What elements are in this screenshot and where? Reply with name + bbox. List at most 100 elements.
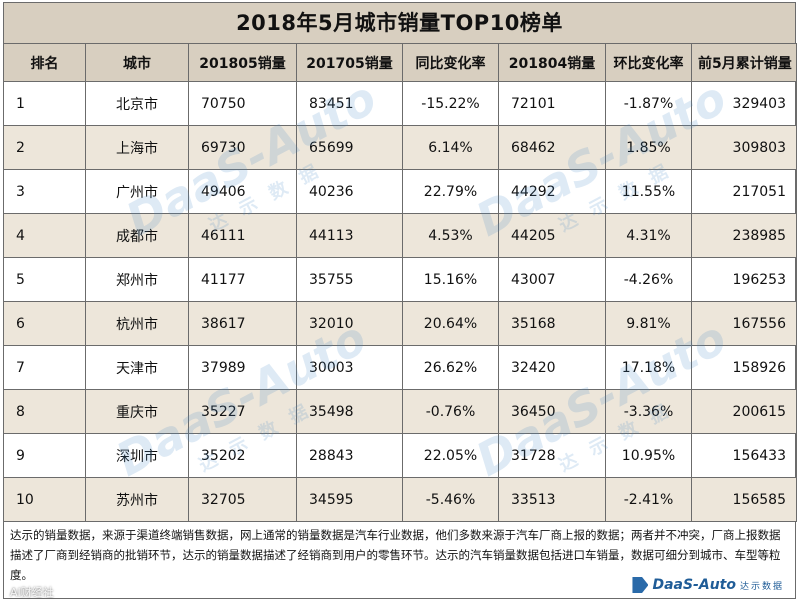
sales-table: 排名 城市 201805销量 201705销量 同比变化率 201804销量 环… xyxy=(3,43,797,522)
page-title: 2018年5月城市销量TOP10榜单 xyxy=(4,3,795,44)
rank-cell: 1 xyxy=(3,81,86,126)
sales-201705-cell: 34595 xyxy=(296,477,403,522)
sales-201705-cell: 65699 xyxy=(296,125,403,170)
city-cell: 苏州市 xyxy=(85,477,189,522)
rank-cell: 6 xyxy=(3,301,86,346)
column-header: 排名 xyxy=(3,43,86,82)
yoy-change-cell: 20.64% xyxy=(402,301,499,346)
yoy-change-cell: 22.05% xyxy=(402,433,499,478)
sales-201804-cell: 68462 xyxy=(498,125,606,170)
sales-201804-cell: 43007 xyxy=(498,257,606,302)
column-header: 201705销量 xyxy=(296,43,403,82)
rank-cell: 5 xyxy=(3,257,86,302)
brand-subtitle: 达示数据 xyxy=(739,581,784,592)
ytd-sales-cell: 238985 xyxy=(691,213,797,258)
mom-change-cell: 11.55% xyxy=(605,169,692,214)
table-row: 3 广州市 49406 40236 22.79% 44292 11.55% 217051 xyxy=(3,169,797,214)
ytd-sales-cell: 217051 xyxy=(691,169,797,214)
table-row: 2 上海市 69730 65699 6.14% 68462 1.85% 309803 xyxy=(3,125,797,170)
city-cell: 天津市 xyxy=(85,345,189,390)
sales-201804-cell: 44292 xyxy=(498,169,606,214)
table-row: 5 郑州市 41177 35755 15.16% 43007 -4.26% 196253 xyxy=(3,257,797,302)
rank-cell: 2 xyxy=(3,125,86,170)
mom-change-cell: 4.31% xyxy=(605,213,692,258)
table-header-row: 排名 城市 201805销量 201705销量 同比变化率 201804销量 环… xyxy=(3,43,797,82)
table-body: 1 北京市 70750 83451 -15.22% 72101 -1.87% 329403 2 上… xyxy=(3,81,797,522)
city-cell: 深圳市 xyxy=(85,433,189,478)
rank-cell: 10 xyxy=(3,477,86,522)
rank-cell: 4 xyxy=(3,213,86,258)
sales-201705-cell: 40236 xyxy=(296,169,403,214)
sales-201804-cell: 32420 xyxy=(498,345,606,390)
sales-201805-cell: 35202 xyxy=(188,433,297,478)
ytd-sales-cell: 156433 xyxy=(691,433,797,478)
sales-201805-cell: 69730 xyxy=(188,125,297,170)
yoy-change-cell: 4.53% xyxy=(402,213,499,258)
sales-201805-cell: 38617 xyxy=(188,301,297,346)
mom-change-cell: 10.95% xyxy=(605,433,692,478)
column-header: 前5月累计销量 xyxy=(691,43,797,82)
sales-201804-cell: 72101 xyxy=(498,81,606,126)
footnote-text: 达示的销量数据，来源于渠道终端销售数据，网上通常的销量数据是汽车行业数据，他们多… xyxy=(10,528,781,582)
sales-201804-cell: 36450 xyxy=(498,389,606,434)
table-row: 1 北京市 70750 83451 -15.22% 72101 -1.87% 329403 xyxy=(3,81,797,126)
sales-201705-cell: 28843 xyxy=(296,433,403,478)
city-cell: 成都市 xyxy=(85,213,189,258)
table-row: 4 成都市 46111 44113 4.53% 44205 4.31% 238985 xyxy=(3,213,797,258)
rank-cell: 9 xyxy=(3,433,86,478)
sales-201804-cell: 44205 xyxy=(498,213,606,258)
table-row: 10 苏州市 32705 34595 -5.46% 33513 -2.41% 156585 xyxy=(3,477,797,522)
mom-change-cell: -1.87% xyxy=(605,81,692,126)
rank-cell: 8 xyxy=(3,389,86,434)
ytd-sales-cell: 200615 xyxy=(691,389,797,434)
yoy-change-cell: 6.14% xyxy=(402,125,499,170)
yoy-change-cell: -15.22% xyxy=(402,81,499,126)
sales-201705-cell: 35755 xyxy=(296,257,403,302)
yoy-change-cell: -5.46% xyxy=(402,477,499,522)
mom-change-cell: -3.36% xyxy=(605,389,692,434)
yoy-change-cell: 26.62% xyxy=(402,345,499,390)
logo-icon xyxy=(632,577,649,593)
table-row: 6 杭州市 38617 32010 20.64% 35168 9.81% 167556 xyxy=(3,301,797,346)
sales-201805-cell: 37989 xyxy=(188,345,297,390)
rank-cell: 7 xyxy=(3,345,86,390)
mom-change-cell: 17.18% xyxy=(605,345,692,390)
city-cell: 广州市 xyxy=(85,169,189,214)
ytd-sales-cell: 329403 xyxy=(691,81,797,126)
sales-201805-cell: 46111 xyxy=(188,213,297,258)
column-header: 环比变化率 xyxy=(605,43,692,82)
yoy-change-cell: 22.79% xyxy=(402,169,499,214)
sales-201805-cell: 35227 xyxy=(188,389,297,434)
ytd-sales-cell: 156585 xyxy=(691,477,797,522)
brand-name: DaaS-Auto xyxy=(652,577,736,593)
table-row: 7 天津市 37989 30003 26.62% 32420 17.18% 158926 xyxy=(3,345,797,390)
column-header: 201804销量 xyxy=(498,43,606,82)
sales-201705-cell: 83451 xyxy=(296,81,403,126)
sales-201705-cell: 44113 xyxy=(296,213,403,258)
table-row: 8 重庆市 35227 35498 -0.76% 36450 -3.36% 200615 xyxy=(3,389,797,434)
source-credit: AI财经社 xyxy=(10,586,54,599)
ytd-sales-cell: 196253 xyxy=(691,257,797,302)
sales-201804-cell: 33513 xyxy=(498,477,606,522)
table-row: 9 深圳市 35202 28843 22.05% 31728 10.95% 156433 xyxy=(3,433,797,478)
city-cell: 郑州市 xyxy=(85,257,189,302)
sales-201705-cell: 35498 xyxy=(296,389,403,434)
sales-201804-cell: 31728 xyxy=(498,433,606,478)
city-cell: 重庆市 xyxy=(85,389,189,434)
sales-201804-cell: 35168 xyxy=(498,301,606,346)
yoy-change-cell: -0.76% xyxy=(402,389,499,434)
city-cell: 北京市 xyxy=(85,81,189,126)
sales-201705-cell: 30003 xyxy=(296,345,403,390)
mom-change-cell: 9.81% xyxy=(605,301,692,346)
mom-change-cell: 1.85% xyxy=(605,125,692,170)
brand-logo: DaaS-Auto 达示数据 xyxy=(628,576,788,594)
column-header: 城市 xyxy=(85,43,189,82)
footnote: 达示的销量数据，来源于渠道终端销售数据，网上通常的销量数据是汽车行业数据，他们多… xyxy=(4,523,792,595)
ytd-sales-cell: 309803 xyxy=(691,125,797,170)
mom-change-cell: -2.41% xyxy=(605,477,692,522)
rank-cell: 3 xyxy=(3,169,86,214)
ytd-sales-cell: 158926 xyxy=(691,345,797,390)
column-header: 201805销量 xyxy=(188,43,297,82)
sales-201705-cell: 32010 xyxy=(296,301,403,346)
column-header: 同比变化率 xyxy=(402,43,499,82)
